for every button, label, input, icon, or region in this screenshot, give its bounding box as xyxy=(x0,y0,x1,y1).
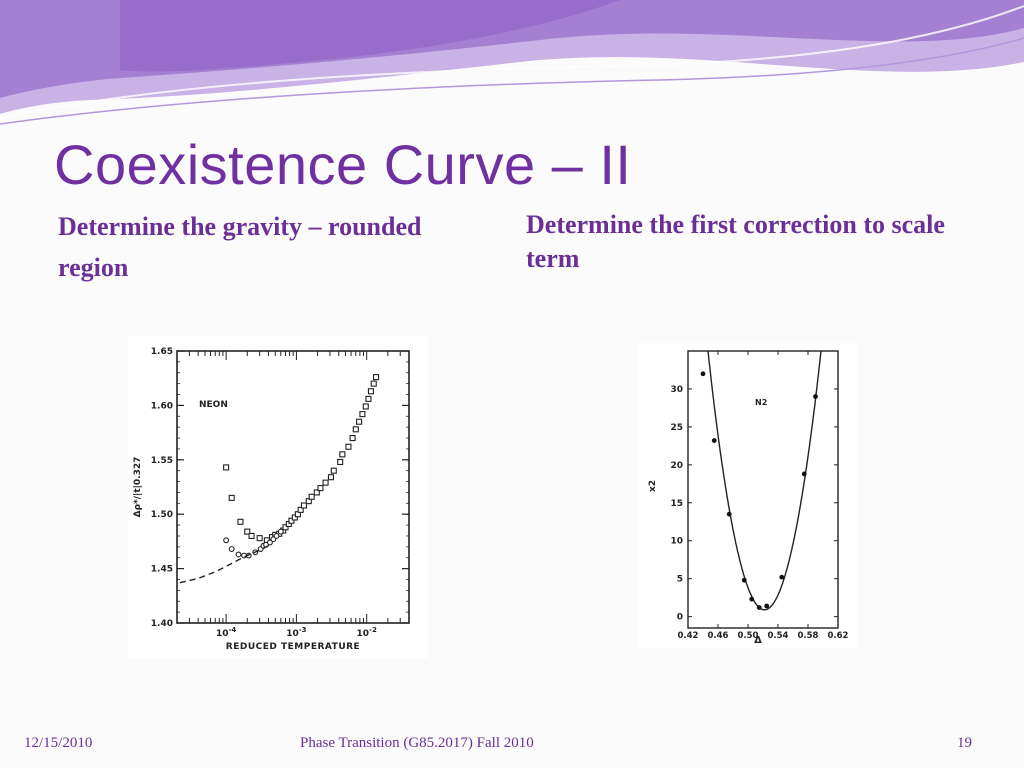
neon-square-point xyxy=(288,517,295,524)
header-banner xyxy=(0,0,1024,125)
n2-data-point xyxy=(711,438,717,443)
neon-square-point xyxy=(327,474,334,481)
n2-data-point xyxy=(764,603,770,609)
n2-y-tick-label: 5 xyxy=(677,575,683,585)
n2-data-point xyxy=(813,394,818,399)
neon-square-point xyxy=(282,524,289,531)
neon-y-tick-label: 1.65 xyxy=(151,347,173,357)
neon-square-point xyxy=(356,418,363,425)
footer-course: Phase Transition (G85.2017) Fall 2010 xyxy=(300,735,534,751)
neon-square-point xyxy=(297,506,304,513)
neon-plot-frame xyxy=(176,350,410,624)
n2-y-tick-label: 25 xyxy=(670,423,683,433)
neon-x-tick-label: 10-2 xyxy=(357,626,377,639)
neon-y-tick-label: 1.50 xyxy=(151,510,173,520)
neon-circle-point xyxy=(223,537,230,544)
neon-circle-point xyxy=(266,539,273,546)
neon-chart: 1.40 1.45 1.50 1.55 1.60 1.65 10-4 10-3 10-2 NEO… xyxy=(128,336,428,658)
neon-square-point xyxy=(337,458,344,466)
neon-square-point xyxy=(322,479,329,486)
neon-square-point xyxy=(228,494,235,501)
n2-data-point xyxy=(779,574,785,580)
neon-y-tick-label: 1.55 xyxy=(151,456,173,466)
n2-chart: 0 5 10 15 20 25 30 0.42 0.46 0.50 0.54 0.58 0.62 N2 … xyxy=(637,343,857,648)
n2-x-tick-label: 0.46 xyxy=(708,631,729,641)
neon-square-point xyxy=(291,514,298,521)
neon-square-point xyxy=(349,434,356,442)
neon-y-axis-label: Δρ*/|t|0.327 xyxy=(133,457,143,518)
n2-data-point xyxy=(756,605,762,610)
neon-square-point xyxy=(330,467,337,474)
n2-y-axis-label: x2 xyxy=(648,480,658,492)
n2-plot-frame xyxy=(687,350,839,629)
neon-square-point xyxy=(308,493,315,500)
neon-y-tick-label: 1.45 xyxy=(151,565,173,575)
neon-square-point xyxy=(313,489,320,496)
neon-square-point xyxy=(365,395,372,402)
neon-chart-svg: 1.40 1.45 1.50 1.55 1.60 1.65 10-4 10-3 10-2 NEO… xyxy=(133,347,410,652)
n2-y-tick-label: 30 xyxy=(670,385,683,395)
right-heading: Determine the first correction to scale … xyxy=(526,210,945,273)
neon-square-point xyxy=(359,411,366,418)
n2-x-axis-label: Δ xyxy=(754,635,762,646)
neon-square-point xyxy=(373,374,380,381)
slide-title: Coexistence Curve – II xyxy=(54,133,632,196)
neon-square-point xyxy=(345,443,352,450)
neon-x-tick-label: 10-3 xyxy=(286,626,306,639)
n2-y-tick-label: 15 xyxy=(670,499,683,509)
n2-x-tick-label: 0.50 xyxy=(738,631,759,641)
neon-dashed-fit-line xyxy=(179,545,269,584)
n2-data-point xyxy=(749,596,755,602)
footer-date: 12/15/2010 xyxy=(24,735,93,751)
neon-square-point xyxy=(237,518,244,525)
neon-square-point xyxy=(367,388,375,395)
neon-annotation: NEON xyxy=(199,400,228,410)
neon-y-tick-label: 1.40 xyxy=(151,619,173,629)
neon-square-point xyxy=(248,532,255,540)
neon-x-tick-label: 10-4 xyxy=(216,626,236,639)
neon-square-point xyxy=(317,485,324,492)
n2-data-point xyxy=(700,371,706,377)
n2-data-point xyxy=(741,577,747,583)
neon-circle-point xyxy=(235,551,242,558)
n2-x-tick-label: 0.42 xyxy=(678,631,699,641)
n2-x-tick-label: 0.62 xyxy=(828,631,849,641)
neon-square-point xyxy=(339,451,346,458)
neon-circle-point xyxy=(277,528,284,535)
neon-circle-point xyxy=(273,533,280,539)
neon-square-point xyxy=(300,502,307,509)
neon-x-axis-label: REDUCED TEMPERATURE xyxy=(226,642,360,652)
n2-annotation: N2 xyxy=(755,398,767,407)
n2-data-point xyxy=(801,471,807,477)
n2-y-tick-label: 10 xyxy=(670,537,683,547)
n2-data-point xyxy=(726,511,732,517)
neon-square-point xyxy=(223,464,230,471)
n2-x-tick-label: 0.58 xyxy=(798,631,819,641)
neon-square-point xyxy=(362,403,369,410)
n2-x-tick-label: 0.54 xyxy=(768,631,789,641)
neon-square-point xyxy=(352,426,359,433)
neon-square-point xyxy=(244,528,251,535)
neon-square-point xyxy=(256,535,263,542)
footer-page-number: 19 xyxy=(957,735,972,751)
left-heading: Determine the gravity – rounded region xyxy=(58,212,422,282)
n2-y-tick-label: 0 xyxy=(677,613,683,623)
neon-square-point xyxy=(370,380,377,387)
n2-y-tick-label: 20 xyxy=(670,461,683,471)
n2-fit-curve xyxy=(707,351,822,611)
neon-y-tick-label: 1.60 xyxy=(151,401,173,411)
neon-circle-point xyxy=(228,546,235,552)
